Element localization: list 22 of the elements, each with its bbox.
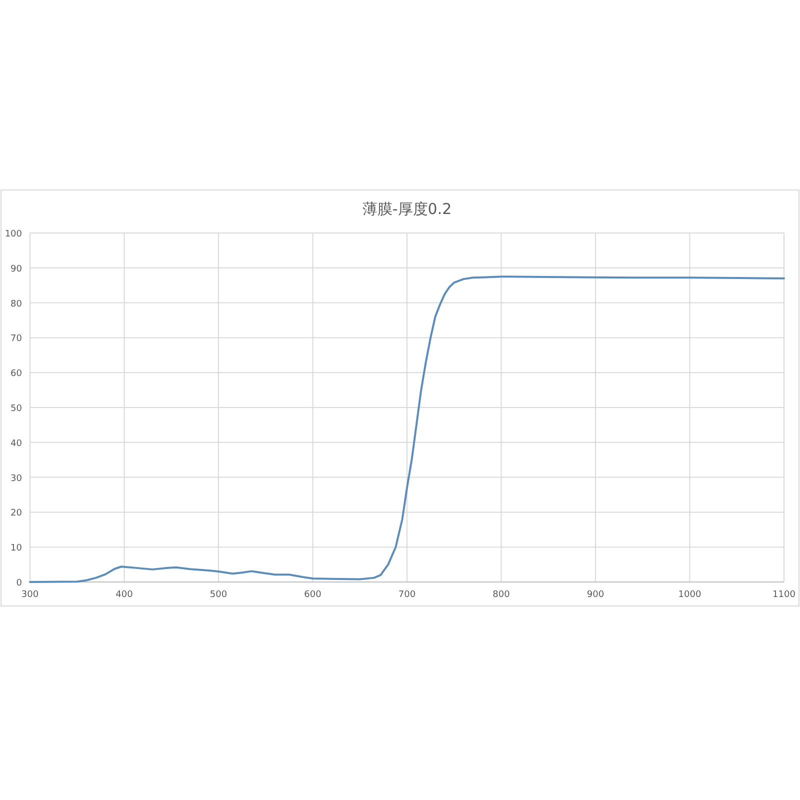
y-tick-label: 30 xyxy=(10,474,22,484)
x-tick-label: 600 xyxy=(304,590,322,600)
x-tick-label: 1000 xyxy=(678,590,702,600)
x-tick-label: 1100 xyxy=(772,590,796,600)
y-tick-label: 80 xyxy=(10,299,22,310)
x-tick-label: 700 xyxy=(398,590,416,600)
x-tick-label: 500 xyxy=(210,590,228,600)
y-tick-label: 70 xyxy=(10,334,22,344)
y-tick-label: 50 xyxy=(10,404,22,414)
x-tick-label: 400 xyxy=(116,590,134,600)
y-tick-label: 60 xyxy=(10,369,22,380)
y-tick-label: 40 xyxy=(10,438,22,449)
y-tick-label: 90 xyxy=(10,264,22,274)
line-series xyxy=(29,276,785,583)
x-tick-label: 300 xyxy=(21,590,39,600)
y-tick-label: 0 xyxy=(16,578,22,588)
y-tick-label: 100 xyxy=(4,230,22,240)
chart-title: 薄膜-厚度0.2 xyxy=(362,200,452,218)
y-tick-label: 20 xyxy=(10,508,22,519)
x-tick-label: 900 xyxy=(586,590,604,600)
y-tick-label: 10 xyxy=(10,544,22,554)
x-tick-label: 800 xyxy=(492,590,510,600)
